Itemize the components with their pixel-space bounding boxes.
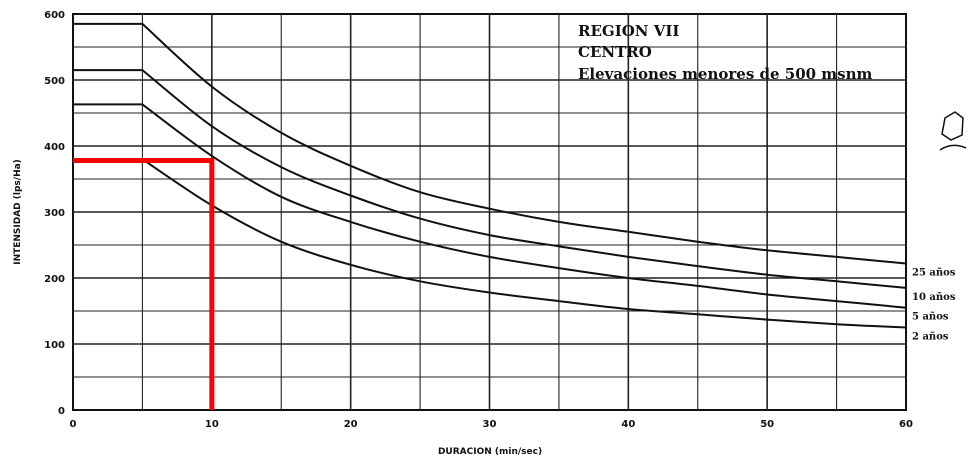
y-tick-label: 0 (58, 406, 65, 417)
title-line-2: CENTRO (578, 43, 652, 61)
x-tick-label: 10 (205, 419, 219, 430)
intensity-reading-line (73, 158, 215, 410)
series-labels: 25 años 10 años 5 años 2 años (912, 267, 956, 342)
y-axis-label: INTENSIDAD (lps/Ha) (13, 159, 23, 265)
y-tick-label: 500 (44, 76, 65, 87)
series-label: 2 años (912, 332, 949, 343)
series-curve (73, 158, 907, 329)
series-label: 5 años (912, 312, 949, 323)
series-curve (73, 103, 907, 309)
y-tick-label: 200 (44, 274, 65, 285)
margin-sketch (939, 111, 967, 151)
x-axis-label: DURACION (min/sec) (438, 447, 542, 457)
series-curves (73, 22, 907, 329)
y-tick-label: 600 (44, 10, 65, 21)
x-tick-label: 50 (760, 419, 774, 430)
x-tick-label: 40 (621, 419, 635, 430)
title-line-1: REGION VII (578, 22, 679, 40)
y-tick-label: 300 (44, 208, 65, 219)
series-curve (73, 22, 907, 265)
x-tick-label: 20 (344, 419, 358, 430)
title-line-3: Elevaciones menores de 500 msnm (578, 65, 873, 83)
y-tick-label: 100 (44, 340, 65, 351)
x-tick-label: 30 (483, 419, 497, 430)
x-tick-label: 0 (70, 419, 77, 430)
annotation-marker (73, 158, 215, 410)
x-tick-label: 60 (899, 419, 913, 430)
series-curve (73, 69, 907, 289)
y-tick-label: 400 (44, 142, 65, 153)
series-label: 25 años (912, 267, 956, 278)
series-label: 10 años (912, 292, 956, 303)
